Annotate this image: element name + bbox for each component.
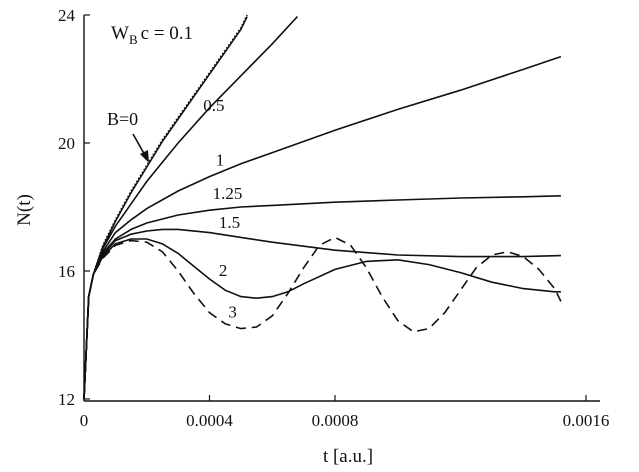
- x-tick-label-0: 0: [80, 411, 89, 430]
- axes: [83, 15, 600, 402]
- series-label-7: 3: [228, 302, 237, 321]
- header-label-sub: B: [129, 32, 138, 47]
- series-line-1: [83, 16, 248, 400]
- y-tick-label-3: 24: [58, 6, 76, 25]
- series-label-2: 0.5: [203, 96, 224, 115]
- y-tick-label-1: 16: [58, 262, 75, 281]
- series-line-7: [83, 236, 562, 400]
- x-axis-title: t [a.u.]: [323, 446, 373, 467]
- y-axis-title: N(t): [14, 194, 35, 226]
- x-tick-label-3: 0.0016: [563, 411, 610, 430]
- series-line-2: [83, 16, 298, 400]
- x-tick-label-1: 0.0004: [186, 411, 233, 430]
- arrow-label: B=0: [107, 109, 138, 129]
- series-line-0: [83, 14, 248, 400]
- y-tick-label-2: 20: [58, 134, 75, 153]
- series-label-3: 1: [216, 150, 225, 169]
- header-label-prefix: W: [111, 23, 129, 44]
- series-line-3: [83, 55, 562, 400]
- x-tick-label-2: 0.0008: [312, 411, 359, 430]
- header-label-suffix: c = 0.1: [141, 23, 193, 44]
- y-tick-label-0: 12: [58, 390, 75, 409]
- series-line-5: [83, 228, 561, 400]
- header-label: WB c = 0.1: [111, 23, 193, 47]
- series-line-6: [83, 238, 561, 400]
- series-line-4: [83, 195, 561, 400]
- curve-labels: 0.5 1 1.25 1.5 2 3: [203, 96, 242, 321]
- series-label-4: 1.25: [213, 184, 243, 203]
- series-label-6: 2: [219, 261, 228, 280]
- series-label-5: 1.5: [219, 213, 240, 232]
- series: [83, 14, 562, 400]
- arrow: [132, 133, 149, 163]
- arrow-head: [140, 150, 149, 163]
